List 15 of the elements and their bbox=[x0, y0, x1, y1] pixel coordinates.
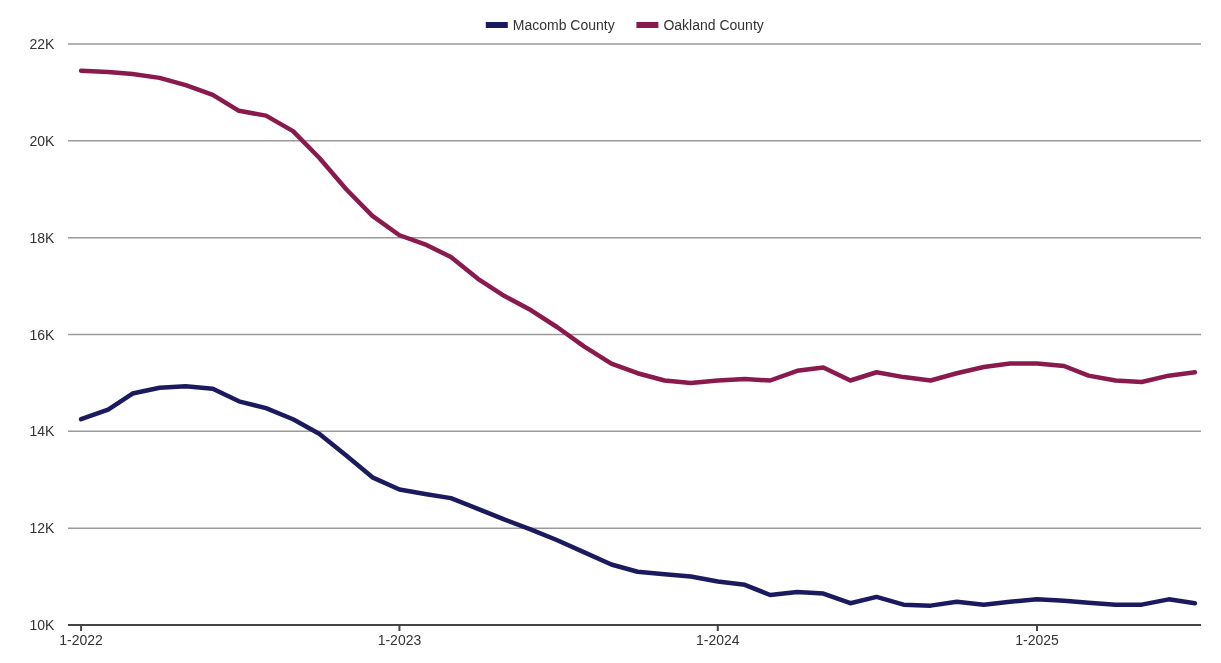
y-tick-label: 12K bbox=[29, 520, 56, 537]
line-series bbox=[78, 384, 1198, 608]
legend-label: Oakland County bbox=[663, 17, 764, 33]
y-tick-label: 16K bbox=[29, 326, 56, 343]
y-tick-label: 22K bbox=[29, 36, 56, 52]
y-tick-label: 10K bbox=[29, 617, 56, 633]
line-series bbox=[78, 68, 1198, 386]
x-tick-label: 1-2023 bbox=[377, 632, 422, 648]
x-tick-label: 1-2022 bbox=[59, 632, 104, 648]
legend-label: Macomb County bbox=[512, 17, 615, 33]
y-tick-label: 20K bbox=[29, 132, 56, 149]
x-tick-label: 1-2025 bbox=[1015, 632, 1060, 648]
y-tick-label: 18K bbox=[29, 229, 56, 246]
x-tick-label: 1-2024 bbox=[696, 632, 740, 648]
y-tick-label: 14K bbox=[29, 423, 56, 440]
